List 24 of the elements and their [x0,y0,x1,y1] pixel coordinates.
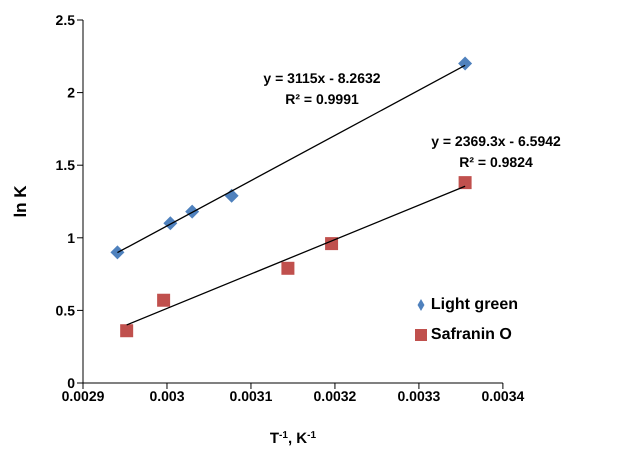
y-axis-title: ln K [11,184,30,218]
y-tick-label: 2.5 [56,12,76,28]
annotation: R² = 0.9991 [285,91,359,107]
annotation: y = 2369.3x - 6.5942 [431,133,561,149]
x-tick-label: 0.0032 [314,388,357,404]
y-tick-label: 1 [67,230,76,246]
annotation: R² = 0.9824 [459,154,533,170]
legend-label: Light green [430,296,518,313]
y-tick-label: 0.5 [56,302,76,318]
legend-label: Safranin O [430,326,512,343]
point [110,245,124,260]
x-tick-label: 0.003 [149,388,185,404]
x-tick-label: 0.0033 [398,388,441,404]
y-tick-label: 2 [67,84,76,101]
x-tick-label: 0.0034 [481,388,525,404]
point [281,262,294,275]
y-tick-label: 1.5 [56,157,76,174]
annotation: y = 3115x - 8.2632 [263,70,381,86]
x-axis-title: T$^{-1}$, K$^{-1}$ [270,430,316,447]
point [120,324,134,338]
point [458,176,472,190]
x-tick-label: 0.0031 [230,388,273,404]
point [458,56,472,71]
point [157,294,170,307]
